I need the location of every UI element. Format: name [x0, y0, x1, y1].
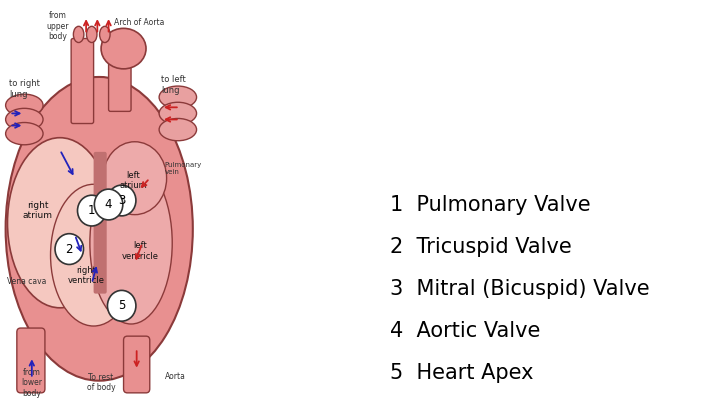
- Text: To rest
of body: To rest of body: [87, 373, 115, 392]
- Circle shape: [107, 185, 136, 216]
- FancyBboxPatch shape: [109, 47, 131, 111]
- Ellipse shape: [101, 28, 146, 69]
- FancyBboxPatch shape: [17, 328, 45, 393]
- Ellipse shape: [159, 86, 197, 108]
- Text: 4: 4: [105, 198, 112, 211]
- Text: Vena cava: Vena cava: [7, 277, 47, 286]
- Circle shape: [78, 195, 106, 226]
- Circle shape: [55, 234, 84, 264]
- Circle shape: [94, 189, 123, 220]
- Text: 5: 5: [118, 299, 125, 312]
- Text: 1  Pulmonary Valve: 1 Pulmonary Valve: [390, 195, 590, 215]
- Text: from
upper
body: from upper body: [47, 11, 69, 41]
- Ellipse shape: [6, 109, 43, 130]
- FancyBboxPatch shape: [71, 38, 94, 124]
- Ellipse shape: [6, 77, 193, 381]
- Text: Aorta: Aorta: [165, 372, 186, 381]
- Text: Arch of Aorta: Arch of Aorta: [114, 18, 165, 27]
- Text: 3: 3: [118, 194, 125, 207]
- Ellipse shape: [7, 138, 112, 308]
- Text: from
lower
body: from lower body: [22, 368, 42, 398]
- FancyBboxPatch shape: [94, 152, 107, 294]
- Ellipse shape: [99, 26, 110, 43]
- Circle shape: [107, 290, 136, 321]
- Ellipse shape: [86, 26, 97, 43]
- Text: left
atrium: left atrium: [119, 171, 147, 190]
- Text: right
atrium: right atrium: [22, 201, 53, 220]
- Text: 5  Heart Apex: 5 Heart Apex: [390, 363, 534, 383]
- Text: to right
lung: to right lung: [9, 79, 40, 99]
- Text: 2  Tricuspid Valve: 2 Tricuspid Valve: [390, 237, 572, 257]
- Text: 4  Aortic Valve: 4 Aortic Valve: [390, 321, 541, 341]
- Ellipse shape: [73, 26, 84, 43]
- Ellipse shape: [159, 102, 197, 124]
- Text: Pulmonary
vein: Pulmonary vein: [165, 162, 202, 175]
- Text: 2: 2: [66, 243, 73, 256]
- Ellipse shape: [103, 142, 166, 215]
- Ellipse shape: [90, 162, 172, 324]
- Ellipse shape: [159, 119, 197, 141]
- Ellipse shape: [6, 94, 43, 117]
- FancyBboxPatch shape: [124, 336, 150, 393]
- Ellipse shape: [6, 122, 43, 145]
- Text: to left
lung: to left lung: [161, 75, 186, 95]
- Ellipse shape: [50, 184, 137, 326]
- Text: right
ventricle: right ventricle: [68, 266, 104, 285]
- Text: 3  Mitral (Bicuspid) Valve: 3 Mitral (Bicuspid) Valve: [390, 279, 649, 299]
- Text: left
ventricle: left ventricle: [122, 241, 159, 261]
- Text: 1: 1: [88, 204, 96, 217]
